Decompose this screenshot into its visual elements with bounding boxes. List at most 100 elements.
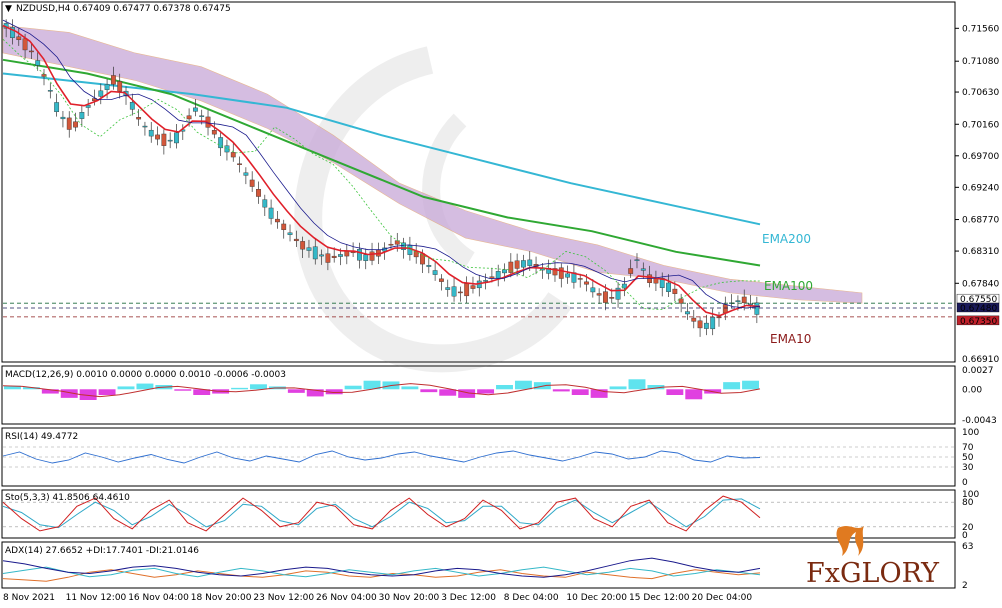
candle-body: [92, 98, 97, 101]
macd-bar: [136, 383, 154, 390]
candle-body: [211, 130, 217, 135]
candle-body: [54, 102, 60, 113]
candle-body: [552, 268, 558, 276]
price-tag-label: 0.67480: [960, 304, 997, 314]
macd-bar: [60, 389, 78, 398]
candle-body: [401, 242, 406, 250]
ema200-line: [2, 72, 761, 226]
candle-body: [275, 218, 280, 223]
candle-body: [672, 288, 678, 294]
x-tick-label: 15 Dec 12:00: [629, 593, 690, 603]
candle-body: [502, 269, 507, 274]
x-tick-label: 16 Nov 04:00: [128, 593, 189, 603]
candle-body: [451, 286, 457, 297]
candle-body: [470, 285, 476, 289]
candle-body: [262, 199, 268, 208]
candle-body: [16, 36, 22, 41]
macd-signal-line: [2, 383, 761, 398]
candle-body: [237, 163, 242, 165]
candle-body: [584, 281, 589, 285]
candle-body: [10, 27, 15, 38]
candle-body: [703, 322, 709, 329]
x-tick-label: 26 Nov 04:00: [316, 593, 377, 603]
watermark-logo: [294, 46, 572, 373]
macd-bar: [647, 385, 665, 390]
candle-body: [47, 90, 53, 92]
x-tick-label: 20 Dec 04:00: [692, 593, 753, 603]
adx-panel-frame: [1, 541, 956, 589]
y-tick-label: 0.71080: [962, 57, 999, 67]
macd-bar: [231, 387, 249, 390]
sto-panel-frame: [1, 489, 956, 539]
macd-plot-layer: [2, 379, 761, 400]
candle-body: [426, 265, 432, 267]
candle-body: [167, 139, 173, 142]
rsi-label: RSI(14) 49.4772: [5, 432, 78, 442]
macd-bar: [401, 386, 419, 390]
macd-bar: [22, 387, 40, 390]
candle-body: [489, 276, 495, 279]
sto-y-tick: 80: [962, 498, 974, 508]
candle-body: [22, 38, 28, 51]
candle-body: [457, 291, 463, 294]
sto-signal-line: [2, 498, 761, 529]
candle-body: [331, 255, 337, 258]
candle-body: [369, 251, 375, 261]
candle-body: [565, 273, 571, 278]
y-tick-label: 0.69700: [962, 152, 999, 162]
x-tick-label: 8 Nov 2021: [3, 593, 55, 603]
sto-y-tick: 100: [962, 490, 979, 500]
axis-layer: 0.71560 0.71080 0.70630 0.70160 0.69700 0.692…: [3, 24, 999, 603]
adx-label: ADX(14) 27.6652 +DI:17.7401 -DI:21.0146: [5, 546, 199, 556]
chikou-line: [2, 39, 761, 310]
candle-body: [73, 121, 78, 128]
candle-body: [129, 102, 135, 110]
macd-bar: [439, 389, 457, 396]
main-panel-frame: [1, 1, 956, 363]
candle-body: [199, 115, 205, 117]
main-plot-layer: [2, 19, 955, 337]
candle-body: [104, 84, 110, 90]
macd-bar: [306, 389, 324, 397]
candle-body: [293, 238, 299, 242]
window-menu-icon[interactable]: ▼: [5, 4, 12, 14]
rsi-y-tick: 100: [962, 428, 979, 438]
macd-bar: [685, 389, 703, 400]
candle-body: [281, 223, 287, 230]
macd-bar: [628, 379, 646, 390]
price-tag-box: [956, 315, 1000, 326]
macd-bar: [287, 389, 305, 393]
sto-label: Sto(5,3,3) 41.8506 64.4610: [5, 493, 130, 503]
candle-body: [388, 243, 394, 246]
candle-body: [445, 287, 451, 290]
candle-body: [35, 60, 41, 66]
macd-panel-frame: [1, 365, 956, 425]
candle-body: [363, 254, 369, 261]
y-tick-label: 0.70160: [962, 120, 999, 130]
x-tick-label: 23 Nov 12:00: [253, 593, 314, 603]
candle-body: [464, 283, 470, 297]
candle-body: [161, 133, 167, 146]
y-tick-label: 0.68310: [962, 247, 999, 257]
macd-bar: [174, 389, 192, 391]
candle-body: [621, 283, 627, 289]
candle-body: [659, 277, 665, 288]
price-tag-label: 0.67350: [960, 317, 997, 327]
macd-bar: [344, 385, 362, 390]
candle-body: [666, 282, 671, 292]
macd-bar: [514, 380, 532, 390]
candle-body: [186, 115, 192, 120]
candle-body: [678, 298, 684, 304]
macd-bar: [250, 384, 267, 390]
rsi-y-tick: 50: [962, 453, 974, 463]
macd-label: MACD(12,26,9) 0.0010 0.0000 0.0000 0.001…: [5, 370, 286, 380]
candle-body: [735, 300, 741, 303]
rsi-y-tick: 30: [962, 463, 974, 473]
macd-bar: [325, 389, 343, 395]
candle-body: [634, 259, 640, 261]
sto-y-tick: 0: [962, 531, 968, 541]
y-tick-label-bottom: 0.66910: [962, 355, 999, 365]
candle-body: [577, 278, 583, 280]
macd-bar: [609, 386, 627, 390]
candle-body: [754, 302, 760, 315]
